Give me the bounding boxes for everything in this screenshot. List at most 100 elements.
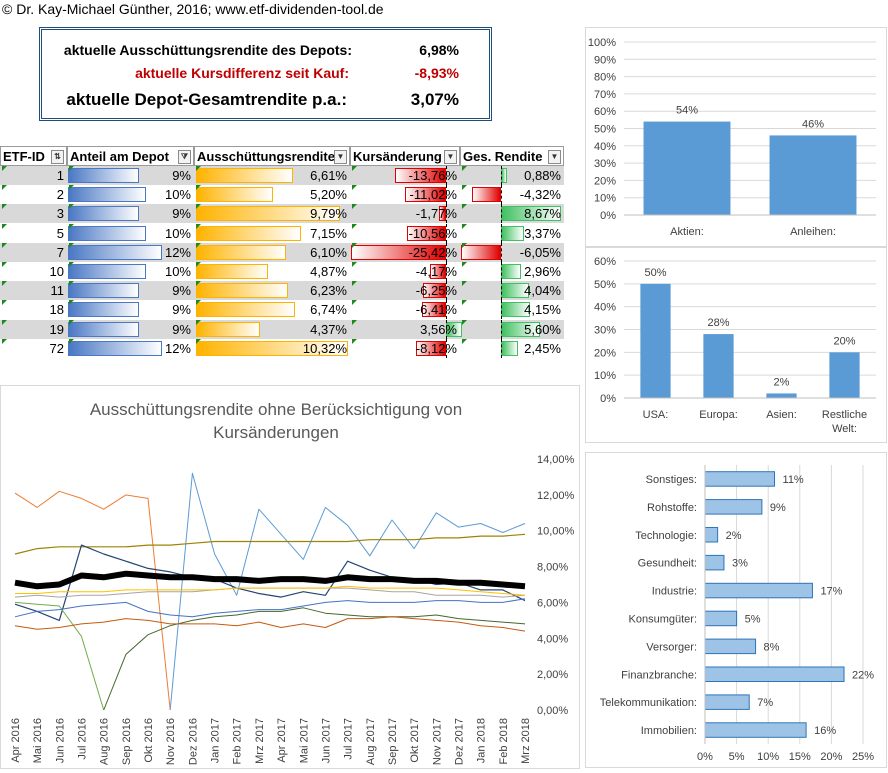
total-cell: 5,60%: [524, 321, 561, 337]
change-axis-line: [446, 204, 447, 224]
total-axis-line: [501, 338, 502, 358]
cell-marker-icon: [2, 281, 7, 287]
total-cell: 2,96%: [524, 264, 561, 279]
data-label: 2%: [726, 530, 742, 542]
share-bar: [68, 225, 147, 241]
table-row[interactable]: 72 12% 10,32% -8,12% 2,45%: [0, 338, 564, 358]
change-axis-line: [446, 166, 447, 185]
etf-id-cell: 10: [49, 264, 64, 279]
series-line: [15, 585, 526, 596]
change-cell: -11,02%: [409, 187, 457, 203]
y-tick-label: 2,00%: [537, 669, 568, 681]
etf-id-cell: 7: [56, 244, 64, 260]
data-label: 16%: [814, 725, 836, 737]
table-row[interactable]: 10 10% 4,87% -4,17% 2,96%: [0, 262, 564, 281]
series-line: [14, 601, 105, 711]
series-line: [169, 472, 526, 711]
share-bar: [68, 206, 139, 222]
sort-filter-icon[interactable]: ⇅: [51, 150, 64, 164]
bar: [704, 499, 763, 515]
total-axis-line: [501, 185, 502, 205]
x-tick-label: Nov 2017: [431, 718, 443, 765]
cell-marker-icon: [352, 262, 357, 267]
table-row[interactable]: 11 9% 6,23% -6,25% 4,04%: [0, 281, 564, 301]
bar: [766, 393, 797, 398]
payout-cell: 6,74%: [310, 302, 347, 318]
x-tick-label: Apr 2017: [276, 718, 288, 763]
bar: [703, 334, 734, 398]
x-tick-label: Sep 2017: [387, 718, 399, 765]
cell-marker-icon: [2, 185, 7, 191]
dropdown-arrow-icon[interactable]: ▼: [548, 150, 561, 164]
total-cell: -4,32%: [519, 187, 561, 203]
change-axis-line: [446, 242, 447, 262]
bar: [640, 283, 671, 398]
series-line: [14, 598, 526, 618]
share-cell: 10%: [164, 225, 191, 241]
share-cell: 12%: [164, 244, 191, 260]
cell-marker-icon: [196, 223, 201, 229]
data-label: 2%: [774, 376, 790, 388]
cell-marker-icon: [462, 281, 467, 287]
x-tick-label: Sep 2016: [121, 718, 133, 765]
column-header-total[interactable]: Ges. Rendite ▼: [460, 146, 564, 166]
cell-marker-icon: [352, 338, 357, 344]
category-label: Versorger:: [646, 641, 697, 653]
change-cell: 3,56%: [420, 321, 457, 337]
cell-marker-icon: [462, 166, 467, 171]
sector-chart-svg: 0% 5% 10% 15% 20% 25% 11% Sonstiges: 9% Rohstoffe…: [600, 465, 874, 763]
table-row[interactable]: 5 10% 7,15% -10,56% 3,37%: [0, 223, 564, 243]
table-row[interactable]: 19 9% 4,37% 3,56% 5,60%: [0, 319, 564, 339]
x-tick-label: Jun 2017: [320, 718, 332, 763]
cell-marker-icon: [352, 319, 357, 325]
change-bar: [422, 283, 446, 299]
cell-marker-icon: [352, 223, 357, 229]
etf-id-cell: 72: [49, 340, 64, 356]
filter-icon[interactable]: ⧩: [178, 150, 191, 164]
category-label: Gesundheit:: [638, 558, 697, 570]
table-row[interactable]: 2 10% 5,20% -11,02% -4,32%: [0, 185, 564, 205]
bar: [769, 135, 857, 215]
cell-marker-icon: [69, 262, 74, 267]
category-label: Konsumgüter:: [629, 613, 697, 625]
y-tick-label: 30%: [594, 158, 616, 170]
table-row[interactable]: 7 12% 6,10% -25,42% -6,05%: [0, 242, 564, 262]
data-label: 50%: [644, 267, 666, 279]
bar: [704, 582, 813, 599]
dropdown-arrow-icon[interactable]: ▼: [444, 150, 457, 164]
column-header-change[interactable]: Kursänderung ▼: [350, 146, 460, 166]
series-line: [103, 607, 526, 711]
x-tick-label: Apr 2016: [10, 718, 22, 763]
payout-history-chart: Ausschüttungsrendite ohne Berücksichtigu…: [0, 385, 580, 769]
x-tick-label: Feb 2018: [498, 718, 510, 764]
payout-bar: [196, 244, 286, 260]
total-cell: 0,88%: [524, 168, 561, 183]
y-tick-label: 10%: [594, 370, 616, 382]
cell-marker-icon: [2, 242, 7, 248]
x-tick-label: Nov 2016: [165, 718, 177, 765]
column-header-etf-id[interactable]: ETF-ID ⇅: [0, 146, 67, 166]
total-cell: 4,04%: [524, 283, 561, 299]
payout-bar: [196, 264, 268, 279]
etf-id-cell: 11: [50, 283, 65, 299]
y-tick-label: 100%: [588, 37, 616, 49]
y-tick-label: 0,00%: [537, 705, 568, 717]
cell-marker-icon: [2, 300, 7, 306]
table-row[interactable]: 1 9% 6,61% -13,76% 0,88%: [0, 166, 564, 185]
category-label: Finanzbranche:: [621, 669, 697, 681]
column-header-share[interactable]: Anteil am Depot ⧩: [67, 146, 194, 166]
table-row[interactable]: 18 9% 6,74% -6,41% 4,15%: [0, 300, 564, 320]
payout-bar: [196, 283, 288, 299]
cell-marker-icon: [69, 242, 74, 248]
data-label: 46%: [802, 118, 824, 130]
payout-bar: [196, 225, 302, 241]
payout-cell: 6,23%: [310, 283, 347, 299]
y-tick-label: 40%: [594, 141, 616, 153]
column-header-payout[interactable]: Ausschüttungsrendite ▼: [194, 146, 350, 166]
etf-id-cell: 1: [56, 168, 64, 183]
total-axis-line: [501, 300, 502, 320]
total-bar: [461, 244, 501, 260]
table-row[interactable]: 3 9% 9,79% -1,77% 8,67%: [0, 204, 564, 224]
dropdown-arrow-icon[interactable]: ▼: [334, 150, 347, 164]
total-bar: [472, 187, 501, 203]
